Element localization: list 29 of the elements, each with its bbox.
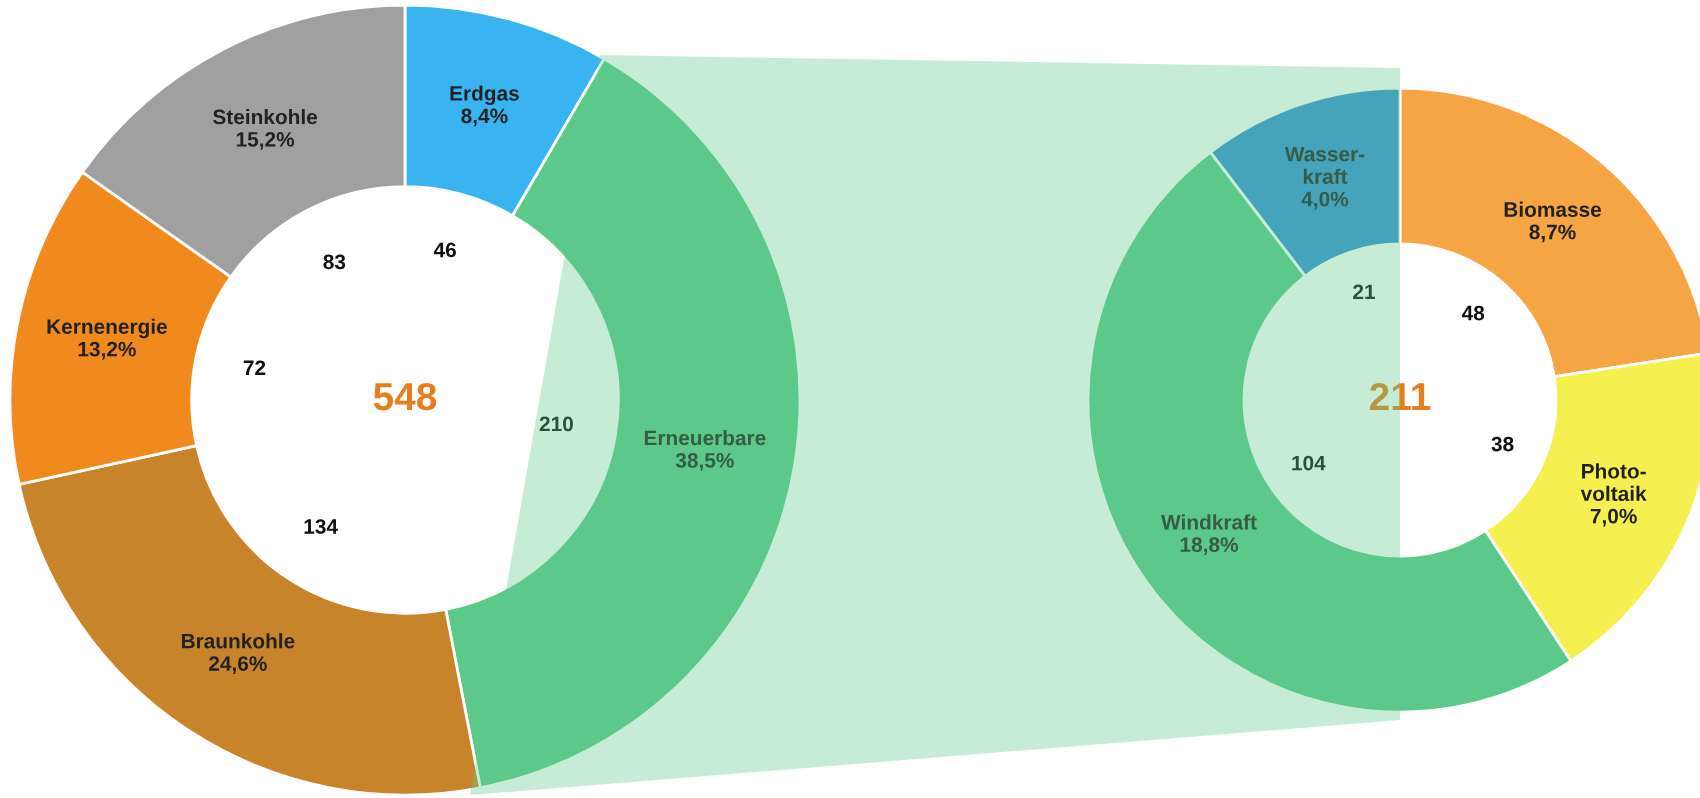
data-label: 13,2% xyxy=(78,341,136,360)
slice-label: Biomasse xyxy=(1504,201,1602,217)
text: 48 xyxy=(1461,305,1485,321)
slice-label: Steinkohle xyxy=(213,109,318,125)
data-label: 18,8% xyxy=(1180,537,1239,556)
slice-label: Wasser- kraft xyxy=(1284,146,1365,184)
text: 134 xyxy=(304,519,338,534)
data-label: 7,0% xyxy=(1590,508,1637,527)
text: 83 xyxy=(323,254,346,270)
text: 104 xyxy=(1292,455,1326,471)
slice-label: Erdgas xyxy=(450,85,519,105)
slice-label: Braunkohle xyxy=(181,633,295,649)
text: 211 xyxy=(1369,382,1431,411)
data-label: 8,4% xyxy=(461,108,508,127)
slice-label: Windkraft xyxy=(1161,514,1257,530)
data-label: 15,2% xyxy=(236,132,295,150)
text: 46 xyxy=(433,242,456,258)
text: 72 xyxy=(243,360,266,375)
slice-label: Kernenergie xyxy=(47,318,167,339)
data-label: 38,5% xyxy=(675,452,734,471)
data-label: 4,0% xyxy=(1301,191,1349,210)
text: 21 xyxy=(1353,284,1375,299)
data-label: 24,6% xyxy=(209,656,267,674)
text: 548 xyxy=(373,382,437,411)
text: 38 xyxy=(1491,436,1514,452)
slice-label: Erneuerbare xyxy=(644,430,766,446)
text: 210 xyxy=(539,416,573,432)
slice-label: Photo- voltaik xyxy=(1580,463,1647,502)
data-label: 8,7% xyxy=(1529,224,1576,243)
